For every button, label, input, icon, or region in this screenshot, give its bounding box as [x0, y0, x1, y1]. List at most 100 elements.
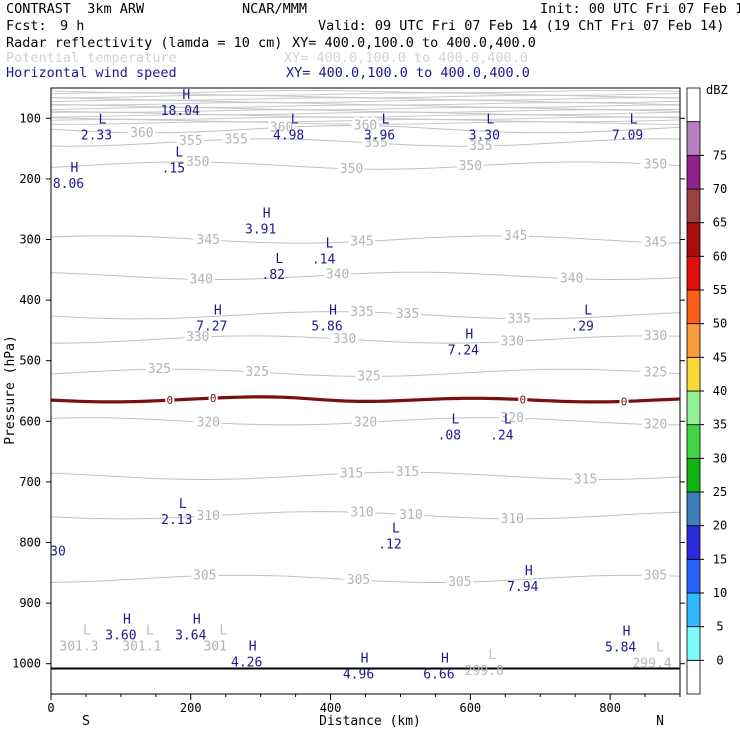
- theta-extremum-value: 301.3: [59, 640, 98, 655]
- reflectivity-zero-line: [50, 395, 681, 404]
- field-name-reflectivity: Radar reflectivity (lamda = 10 cm): [6, 35, 283, 51]
- wind-extremum-value: .29: [570, 319, 593, 334]
- wind-extremum-value: 7.94: [507, 580, 538, 595]
- wind-extremum-value: 8.06: [53, 177, 84, 192]
- wind-extremum-l: L.29: [570, 303, 593, 334]
- colorbar-level-label: 0: [716, 653, 723, 667]
- wind-extremum-value: 7.24: [448, 344, 479, 359]
- wind-extremum-type: L: [451, 412, 459, 427]
- x-axis-title: Distance (km): [319, 714, 421, 729]
- theta-contour-label: 355: [224, 132, 247, 147]
- wind-extremum-h: H5.84: [605, 624, 636, 655]
- x-tick-label: 800: [599, 701, 621, 715]
- wind-extremum-type: H: [329, 303, 337, 318]
- theta-contour-label: 330: [186, 330, 209, 345]
- colorbar-level-label: 10: [713, 586, 727, 600]
- theta-contour-label: 305: [448, 575, 471, 590]
- theta-contour-label: 335: [508, 312, 531, 327]
- theta-contour-label: 325: [357, 369, 380, 384]
- theta-extremum-type: L: [656, 641, 664, 656]
- colorbar-swatch: [686, 188, 701, 224]
- wind-extremum-l: L.14: [312, 237, 336, 268]
- theta-contour-label: 310: [197, 509, 220, 524]
- theta-contour-label: 330: [333, 332, 356, 347]
- model-title: CONTRAST 3km ARW: [6, 1, 145, 17]
- reflectivity-contour-label: 0: [621, 395, 628, 408]
- x-tick-label: 200: [180, 701, 202, 715]
- theta-extremum-value: 301: [203, 640, 226, 655]
- wind-extremum-l: L3.96: [364, 112, 395, 143]
- field-xy-reflectivity: XY= 400.0,100.0 to 400.0,400.0: [292, 35, 536, 51]
- y-tick-label: 300: [19, 233, 41, 247]
- colorbar-swatch: [686, 525, 701, 560]
- colorbar-level-label: 55: [713, 283, 727, 297]
- wind-extremum-value: 2.13: [161, 513, 192, 528]
- wind-extremum-value: .08: [438, 428, 461, 443]
- theta-extremum-value: 301.1: [122, 640, 161, 655]
- wind-extremum-type: H: [123, 612, 131, 627]
- colorbar-level-label: 75: [713, 148, 727, 162]
- field-xy-theta: XY= 400.0,100.0 to 400.0,400.0: [284, 50, 528, 66]
- theta-contour-line: [50, 125, 681, 134]
- wind-extremum-value: 3.91: [245, 222, 276, 237]
- theta-contour-label: 350: [186, 155, 209, 170]
- wind-extremum-type: L: [584, 303, 592, 318]
- plot-frame: [50, 87, 681, 695]
- theta-extremum-type: L: [488, 648, 496, 663]
- wind-extremum-type: L: [99, 112, 107, 127]
- wind-extremum-type: H: [71, 161, 79, 176]
- theta-contour-label: 320: [197, 415, 220, 430]
- wind-extremum-type: H: [249, 640, 257, 655]
- y-tick-label: 800: [19, 536, 41, 550]
- theta-contour-label: 355: [469, 139, 492, 154]
- theta-contour-label: 360: [270, 120, 293, 135]
- wind-extremum-h: H8.06: [53, 161, 84, 192]
- fcst-label: Fcst:: [6, 18, 47, 34]
- y-tick-label: 600: [19, 414, 41, 428]
- field-name-wind: Horizontal wind speed: [6, 65, 177, 81]
- theta-contour-label: 310: [501, 512, 524, 527]
- center-label: NCAR/MMM: [242, 1, 308, 17]
- wind-extremum-value: 2.33: [81, 128, 112, 143]
- wind-extremum-value: .12: [378, 537, 401, 552]
- theta-contour-upper: [50, 94, 681, 99]
- colorbar-swatch: [686, 154, 701, 190]
- theta-contour-label: 350: [459, 159, 482, 174]
- theta-extremum-type: L: [83, 624, 91, 639]
- reflectivity-contour-label: 0: [519, 394, 526, 407]
- y-tick-label: 1000: [12, 657, 41, 671]
- init-time: Init: 00 UTC Fri 07 Feb 14: [540, 1, 740, 17]
- colorbar-swatch: [686, 592, 701, 628]
- colorbar-level-label: 45: [713, 350, 727, 364]
- theta-contour-line: [50, 417, 681, 426]
- valid-time: Valid: 09 UTC Fri 07 Feb 14 (19 ChT Fri …: [318, 18, 725, 34]
- y-tick-label: 900: [19, 596, 41, 610]
- theta-contour-label: 305: [644, 568, 667, 583]
- theta-contour-label: 310: [350, 505, 373, 520]
- wind-extremum-type: L: [630, 112, 638, 127]
- colorbar-swatch: [686, 289, 701, 325]
- x-tick-label: 0: [47, 701, 54, 715]
- wind-extremum-h: H3.91: [245, 206, 276, 237]
- theta-contour-line: [50, 311, 681, 320]
- colorbar-swatch: [686, 87, 701, 123]
- wind-extremum-l: L.24: [490, 412, 514, 443]
- wind-extremum-h: H7.94: [507, 564, 538, 595]
- wind-extremum-type: L: [504, 412, 512, 427]
- theta-contour-label: 320: [644, 418, 667, 433]
- theta-contour-label: 320: [354, 415, 377, 430]
- colorbar-swatch: [686, 390, 701, 426]
- theta-contour-line: [50, 235, 681, 244]
- theta-contour-upper: [50, 121, 681, 125]
- colorbar-swatch: [686, 424, 701, 459]
- wind-extremum-value: 3.60: [105, 628, 136, 643]
- end-label-south: S: [82, 714, 90, 729]
- colorbar-level-label: 40: [713, 384, 727, 398]
- wind-extremum-value: .14: [312, 253, 336, 268]
- wind-extremum-h: H4.26: [231, 640, 262, 671]
- colorbar-swatch: [686, 323, 701, 358]
